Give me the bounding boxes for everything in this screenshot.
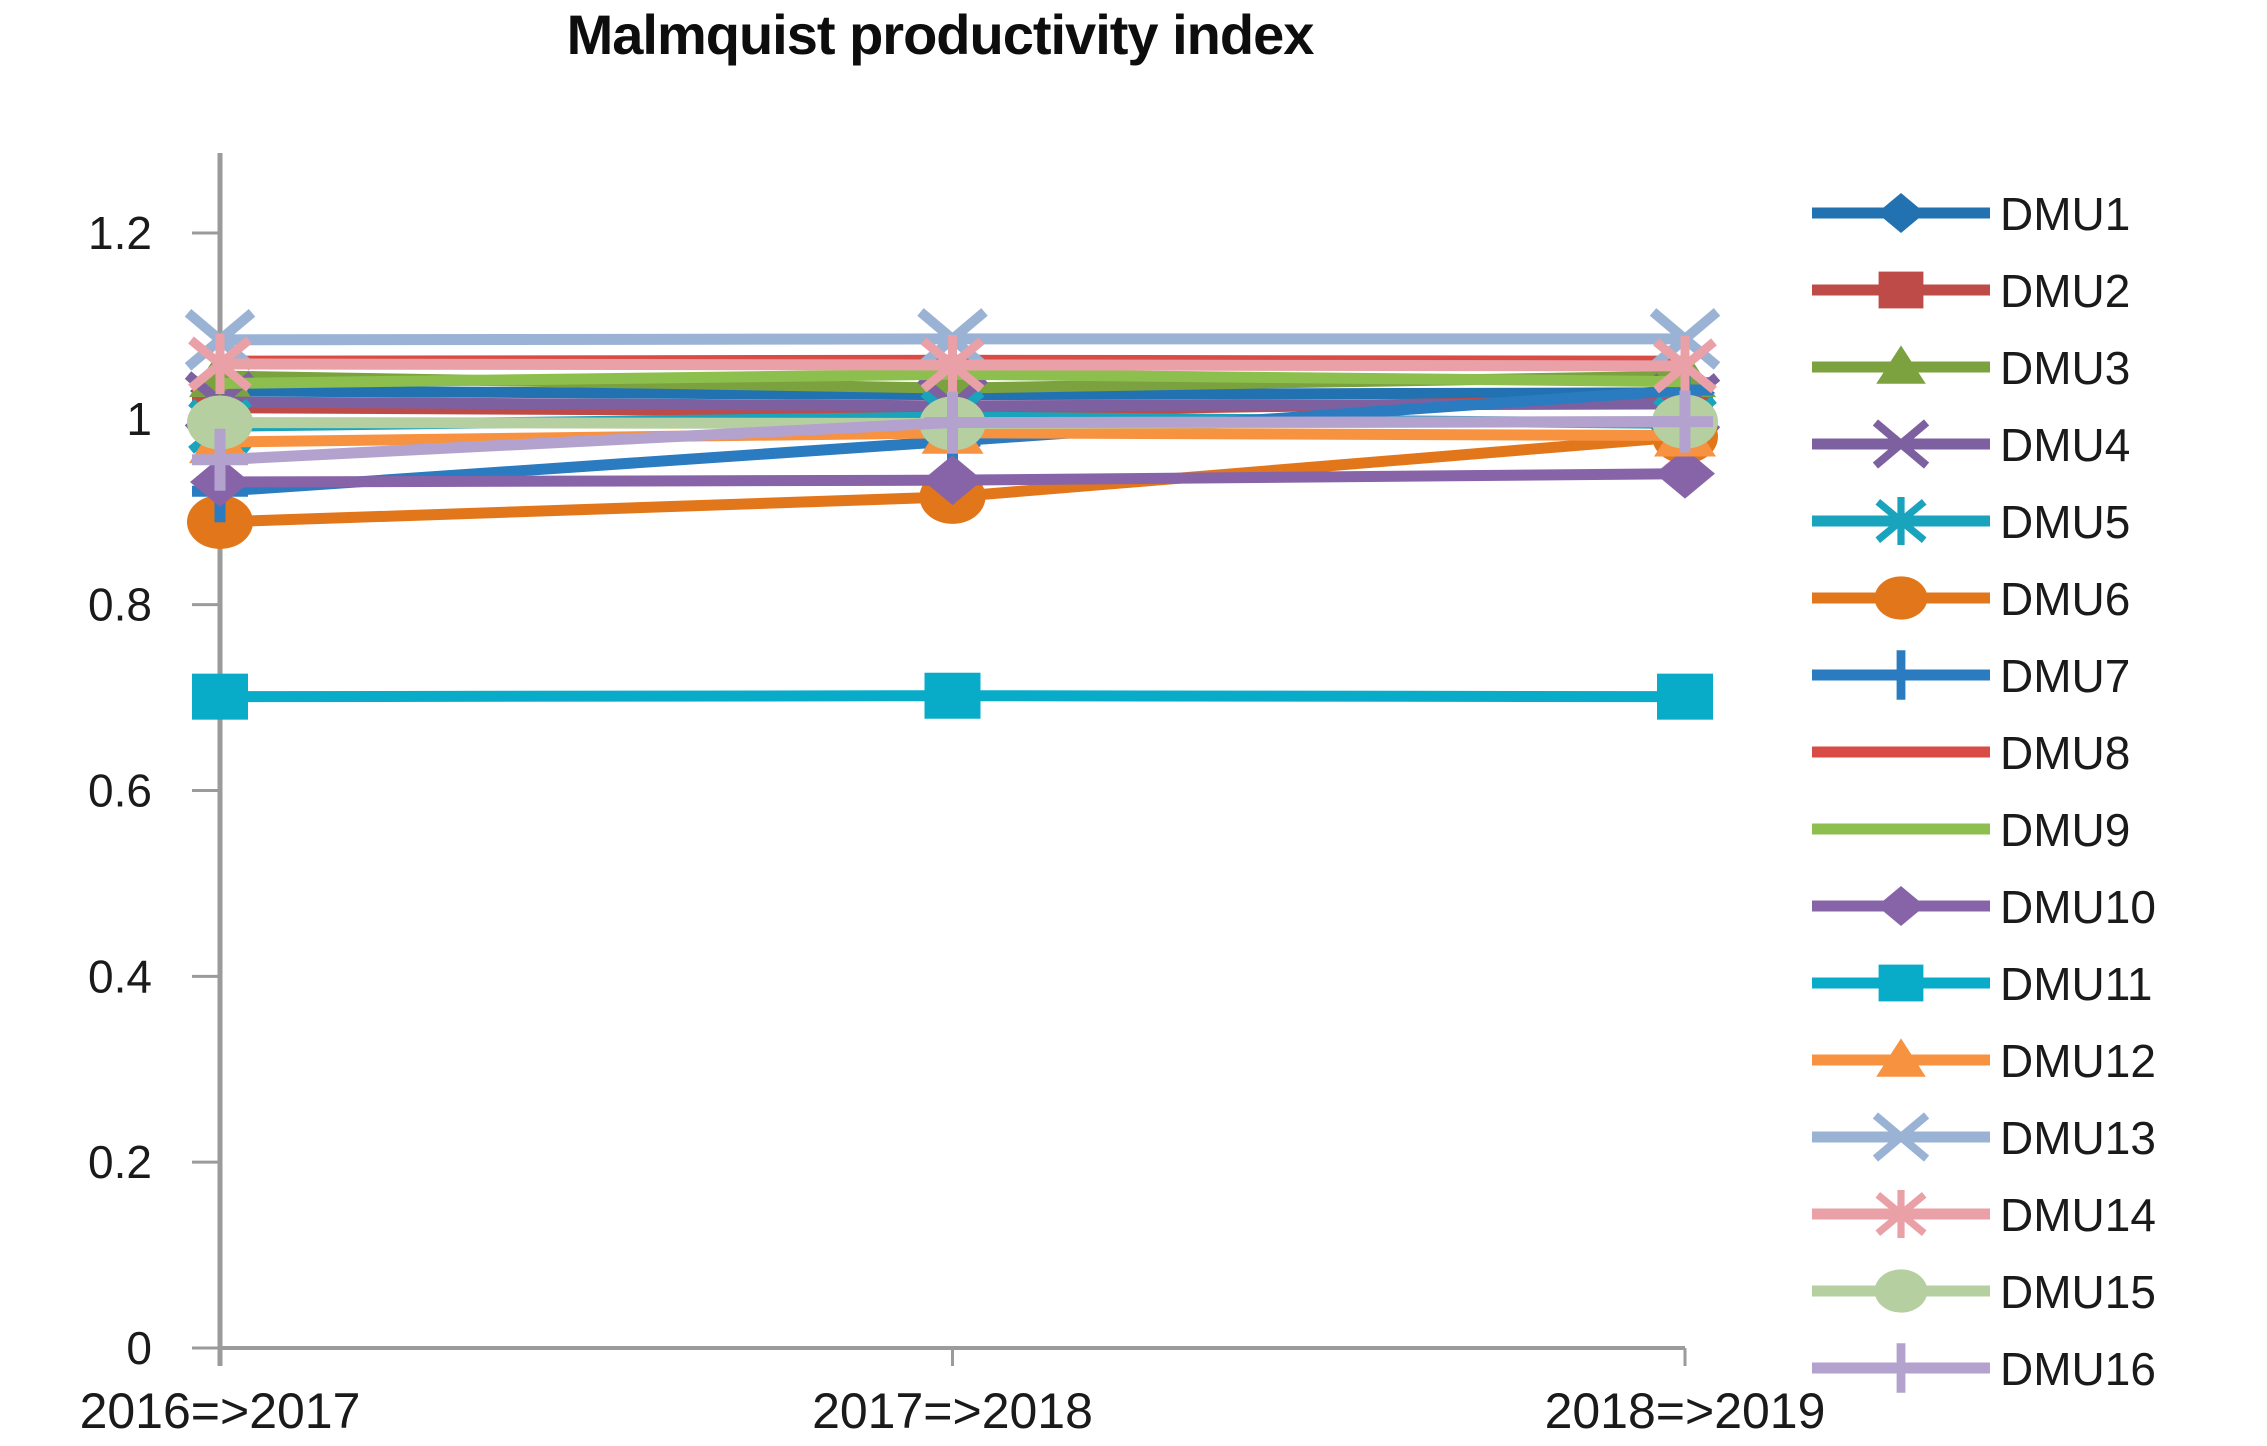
legend-label: DMU9 [2000,804,2130,856]
legend-item-DMU5: DMU5 [1812,496,2130,548]
legend-item-DMU8: DMU8 [1812,727,2130,779]
legend-label: DMU8 [2000,727,2130,779]
y-tick-label: 1 [126,393,152,445]
legend-item-DMU7: DMU7 [1812,650,2130,702]
legend-label: DMU4 [2000,419,2130,471]
marker-circle [1874,1269,1928,1313]
legend-label: DMU12 [2000,1035,2156,1087]
marker-asterisk [920,334,985,395]
marker-square [924,672,981,719]
legend-label: DMU6 [2000,573,2130,625]
legend-label: DMU11 [2000,958,2153,1010]
y-axis-labels: 0 0.2 0.4 0.6 0.8 1 1.2 [88,207,152,1374]
marker-circle [187,395,253,450]
legend-item-DMU1: DMU1 [1812,188,2130,240]
legend-item-DMU16: DMU16 [1812,1343,2156,1395]
legend-label: DMU16 [2000,1343,2156,1395]
legend-label: DMU1 [2000,188,2130,240]
y-tick-label: 0.8 [88,579,152,631]
legend-item-DMU13: DMU13 [1812,1112,2156,1164]
legend-item-DMU15: DMU15 [1812,1266,2156,1318]
legend-item-DMU3: DMU3 [1812,342,2130,394]
marker-x [1872,419,1930,469]
legend-item-DMU4: DMU4 [1812,419,2130,471]
legend-item-DMU2: DMU2 [1812,265,2130,317]
y-tick-label: 0.2 [88,1136,152,1188]
legend-item-DMU10: DMU10 [1812,881,2156,933]
x-axis-label: 2017=>2018 [812,1383,1093,1439]
marker-square [1878,271,1924,309]
legend-item-DMU6: DMU6 [1812,573,2130,625]
legend-item-DMU14: DMU14 [1812,1189,2156,1241]
marker-triangle [1876,345,1926,384]
marker-diamond [1877,193,1925,233]
legend: DMU1 DMU2 DMU3 DMU4 DMU5 DMU6 DMU7 DMU8 DMU9 DMU1… [1812,188,2156,1395]
marker-plus [192,428,248,491]
legend-label: DMU14 [2000,1189,2156,1241]
marker-asterisk [1875,1190,1927,1238]
marker-triangle [1876,1038,1926,1077]
y-tick-label: 0.4 [88,950,152,1002]
y-tick-label: 0 [126,1322,152,1374]
marker-asterisk [188,334,252,395]
marker-square [1878,964,1924,1002]
x-axis-labels: 2016=>2017 2017=>2018 2018=>2019 [80,1383,1826,1439]
y-tick-label: 1.2 [88,207,152,259]
y-tick-label: 0.6 [88,765,152,817]
marker-asterisk [1875,497,1927,545]
legend-label: DMU7 [2000,650,2130,702]
x-axis-label: 2018=>2019 [1545,1383,1826,1439]
legend-item-DMU12: DMU12 [1812,1035,2156,1087]
marker-circle [1874,576,1928,620]
marker-plus [1878,650,1924,700]
legend-item-DMU9: DMU9 [1812,804,2130,856]
legend-label: DMU2 [2000,265,2130,317]
marker-asterisk [1653,335,1717,396]
legend-label: DMU10 [2000,881,2156,933]
legend-label: DMU3 [2000,342,2130,394]
marker-diamond [1655,448,1715,499]
marker-plus [1657,390,1713,453]
marker-diamond [1877,886,1925,926]
marker-plus [924,391,981,454]
chart-title: Malmquist productivity index [566,3,1315,66]
marker-square [192,673,248,720]
legend-label: DMU15 [2000,1266,2156,1318]
x-axis-label: 2016=>2017 [80,1383,361,1439]
marker-x [1872,1112,1930,1162]
legend-item-DMU11: DMU11 [1812,958,2153,1010]
series-lines [184,308,1721,720]
marker-diamond [922,455,983,506]
legend-label: DMU13 [2000,1112,2156,1164]
legend-label: DMU5 [2000,496,2130,548]
marker-square [1657,673,1713,720]
marker-plus [1878,1343,1924,1393]
